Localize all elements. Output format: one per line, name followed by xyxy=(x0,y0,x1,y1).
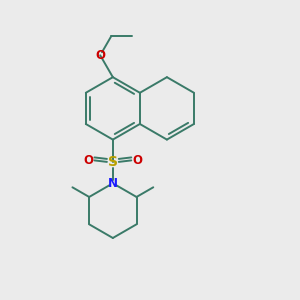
Text: O: O xyxy=(95,49,105,62)
Text: N: N xyxy=(108,177,118,190)
Text: O: O xyxy=(83,154,94,167)
Text: O: O xyxy=(132,154,142,167)
Text: S: S xyxy=(108,155,118,169)
